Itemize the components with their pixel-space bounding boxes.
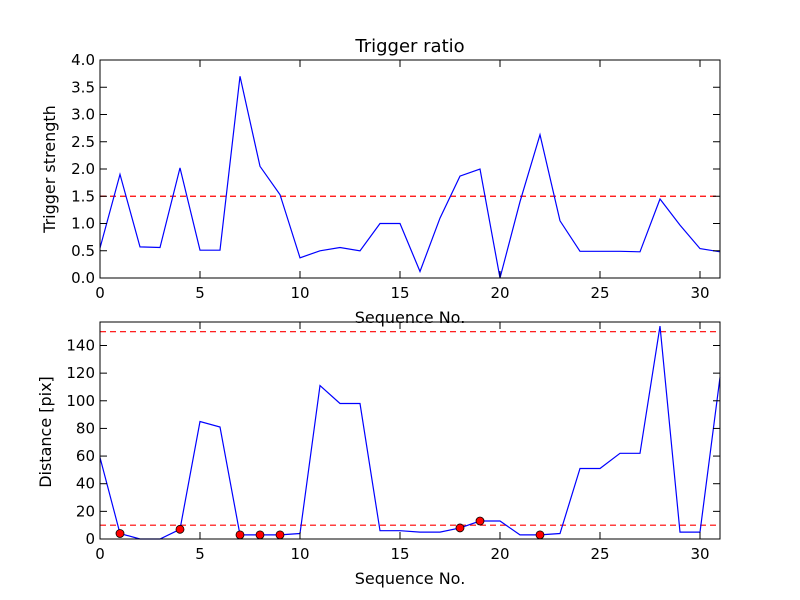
y-tick-label: 0.0 [71,269,95,287]
y-tick-label: 1.5 [71,187,95,205]
y-tick-label: 40 [76,475,95,493]
x-axis-label: Sequence No. [355,569,466,588]
y-tick-label: 0 [85,530,95,548]
x-tick-label: 5 [195,545,205,563]
data-point-marker [475,516,485,526]
x-tick-label: 10 [290,545,309,563]
x-tick-label: 10 [290,284,309,302]
x-tick-label: 0 [95,545,105,563]
x-tick-label: 30 [690,284,709,302]
series-line [99,326,721,540]
chart-title: Trigger ratio [354,36,464,57]
y-tick-label: 2.0 [71,160,95,178]
data-point-marker [535,530,545,540]
distance-plot: 0 5 10 15 20 25 30 0 20 40 60 80 100 120 140 [66,321,721,563]
x-tick-label: 15 [390,545,409,563]
y-tick-label: 2.5 [71,133,95,151]
data-point-marker [115,529,125,538]
y-tick-label: 0.5 [71,242,95,260]
x-tick-label: 5 [195,284,205,302]
y-tick-label: 120 [66,364,95,382]
x-tick-label: 0 [95,284,105,302]
data-point-marker [175,524,185,534]
trigger-strength-plot: 0 5 10 15 20 25 30 0.0 0.5 1.0 1.5 2.0 2.5 3.0 3.5 4.0 [71,51,721,302]
y-tick-label: 3.5 [71,78,95,96]
x-tick-label: 25 [590,284,609,302]
y-tick-label: 20 [76,502,95,520]
x-tick-label: 20 [490,284,509,302]
y-tick-label: 1.0 [71,215,95,233]
y-tick-label: 140 [66,336,95,354]
x-tick-label: 20 [490,545,509,563]
y-tick-label: 3.0 [71,106,95,124]
series-line [99,76,721,279]
y-tick-label: 60 [76,447,95,465]
data-point-marker [455,523,465,533]
x-tick-label: 15 [390,284,409,302]
x-tick-label: 25 [590,545,609,563]
data-point-marker [255,530,265,540]
y-axis-label: Distance [pix] [36,376,55,488]
data-point-marker [275,530,285,540]
x-axis-label: Sequence No. [355,308,466,327]
y-axis-label: Trigger strength [40,105,59,234]
plot-frame [99,321,721,540]
x-tick-label: 30 [690,545,709,563]
y-tick-label: 4.0 [71,51,95,69]
data-point-marker [235,530,245,540]
y-tick-label: 80 [76,419,95,437]
y-tick-label: 100 [66,392,95,410]
